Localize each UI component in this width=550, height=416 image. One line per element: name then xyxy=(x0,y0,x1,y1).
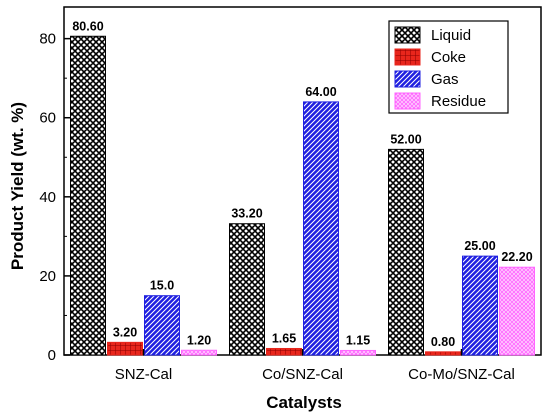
plot-area: 0 20 40 60 80 80.60 3.20 15.0 1.20 SNZ-Cal 33.20 1.… xyxy=(39,6,542,383)
y-tick-label: 60 xyxy=(39,110,56,127)
data-label-liquid-1: 80.60 xyxy=(72,19,103,33)
bar-gas-1 xyxy=(144,295,180,356)
legend-label-liquid: Liquid xyxy=(431,27,471,44)
data-label-liquid-2: 33.20 xyxy=(231,207,262,221)
y-tick-label: 80 xyxy=(39,31,56,48)
data-label-coke-1: 3.20 xyxy=(113,325,137,339)
x-tick-label: Co/SNZ-Cal xyxy=(262,366,343,383)
bar-liquid-3 xyxy=(388,148,424,356)
legend-swatch-liquid xyxy=(394,26,421,44)
legend-swatch-coke xyxy=(394,48,421,66)
bar-gas-2 xyxy=(303,101,339,356)
y-tick-label: 20 xyxy=(39,268,56,285)
x-tick-label: SNZ-Cal xyxy=(115,366,173,383)
bar-liquid-2 xyxy=(229,223,265,356)
y-tick-label: 40 xyxy=(39,189,56,206)
x-tick-label: Co-Mo/SNZ-Cal xyxy=(408,366,515,383)
legend-label-coke: Coke xyxy=(431,49,466,66)
data-label-residue-2: 1.15 xyxy=(346,333,370,347)
data-label-residue-1: 1.20 xyxy=(187,333,211,347)
data-label-residue-3: 22.20 xyxy=(501,250,532,264)
data-label-gas-2: 64.00 xyxy=(305,85,336,99)
x-axis-title: Catalysts xyxy=(266,393,342,412)
bar-coke-3 xyxy=(425,351,461,356)
bar-residue-2 xyxy=(340,349,376,356)
legend-swatch-residue xyxy=(394,92,421,110)
y-axis-title: Product Yield (wt. %) xyxy=(8,102,27,270)
data-label-gas-3: 25.00 xyxy=(464,239,495,253)
data-label-coke-3: 0.80 xyxy=(431,335,455,349)
data-label-liquid-3: 52.00 xyxy=(390,132,421,146)
bar-coke-2 xyxy=(266,347,302,356)
bar-residue-1 xyxy=(181,349,217,356)
bar-liquid-1 xyxy=(70,35,106,356)
bar-residue-3 xyxy=(499,266,535,356)
legend-label-residue: Residue xyxy=(431,93,486,110)
data-label-gas-1: 15.0 xyxy=(150,279,174,293)
bar-coke-1 xyxy=(107,341,143,356)
y-tick-label: 0 xyxy=(48,347,56,364)
data-label-coke-2: 1.65 xyxy=(272,331,296,345)
legend-swatch-gas xyxy=(394,70,421,88)
legend-label-gas: Gas xyxy=(431,71,459,88)
legend: Liquid Coke Gas Residue xyxy=(388,20,509,114)
bar-gas-3 xyxy=(462,255,498,356)
